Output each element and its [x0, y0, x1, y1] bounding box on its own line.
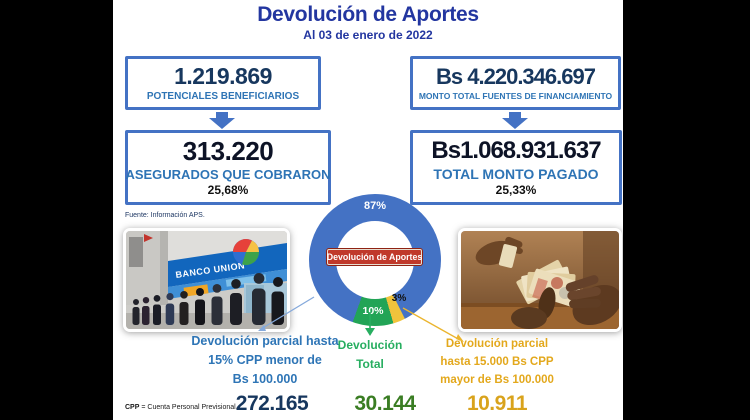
- flag-icon: [144, 234, 153, 242]
- slice-label-green: 10%: [362, 305, 384, 317]
- legend-line: 15% CPP menor de: [208, 353, 322, 367]
- down-arrow-left: [209, 112, 235, 129]
- slice-label-yellow: 3%: [391, 293, 407, 304]
- source-note: Fuente: Información APS.: [125, 212, 205, 219]
- stat-label: TOTAL MONTO PAGADO: [433, 165, 599, 182]
- total-devolucion-parcial-15: 272.165: [235, 392, 309, 415]
- bank-queue-illustration: BANCO UNION: [126, 231, 287, 329]
- page-title: Devolución de Aportes: [257, 3, 479, 26]
- stat-value: 1.219.869: [174, 62, 272, 89]
- legend-blue: Devolución parcial hasta 15% CPP menor d…: [170, 332, 360, 389]
- stat-box-financiamiento: Bs 4.220.346.697 MONTO TOTAL FUENTES DE …: [410, 56, 621, 110]
- legend-line: Total: [356, 357, 384, 371]
- total-devolucion-parcial-15000: 10.911: [466, 392, 528, 415]
- stat-percent: 25,33%: [495, 182, 537, 197]
- stat-value: 313.220: [182, 136, 274, 166]
- page-subtitle: Al 03 de enero de 2022: [303, 28, 433, 42]
- stat-box-monto-pagado: Bs1.068.931.637 TOTAL MONTO PAGADO 25,33…: [410, 130, 622, 205]
- money-hands-illustration: [461, 231, 619, 329]
- stat-label: ASEGURADOS QUE COBRARON: [125, 167, 331, 182]
- stat-label: POTENCIALES BENEFICIARIOS: [146, 90, 300, 102]
- stat-label: MONTO TOTAL FUENTES DE FINANCIAMIENTO: [418, 90, 613, 101]
- slide-content: Devolución de Aportes Al 03 de enero de …: [113, 0, 623, 420]
- cpp-footnote: CPP = Cuenta Personal Previsional.: [125, 404, 238, 411]
- photo-counting-money: [458, 228, 622, 332]
- slice-label-blue: 87%: [363, 200, 387, 212]
- total-devolucion-total: 30.144: [354, 392, 416, 415]
- legend-line: Devolución parcial: [445, 338, 549, 350]
- cpp-abbr: CPP: [125, 404, 140, 411]
- legend-yellow: Devolución parcial hasta 15.000 Bs CPP m…: [412, 335, 582, 389]
- legend-line: mayor de Bs 100.000: [440, 374, 554, 386]
- cpp-text: = Cuenta Personal Previsional.: [141, 404, 238, 411]
- legend-line: Bs 100.000: [232, 372, 298, 386]
- lower-hand: [511, 275, 619, 329]
- photo-bank-queue: BANCO UNION: [123, 228, 290, 332]
- chart-center-label: Devolución de Aportes: [327, 249, 422, 265]
- stat-value: Bs 4.220.346.697: [436, 63, 596, 89]
- legend-line: hasta 15.000 Bs CPP: [440, 356, 554, 368]
- legend-line: Devolución parcial hasta: [191, 334, 339, 348]
- stat-percent: 25,68%: [207, 183, 249, 197]
- down-arrow-right: [502, 112, 528, 129]
- stat-box-potenciales: 1.219.869 POTENCIALES BENEFICIARIOS: [125, 56, 321, 110]
- legend-green: Devolución Total: [310, 336, 430, 374]
- legend-line: Devolución: [337, 338, 403, 352]
- stat-value: Bs1.068.931.637: [431, 136, 601, 164]
- stat-box-asegurados: 313.220 ASEGURADOS QUE COBRARON 25,68%: [125, 130, 331, 205]
- bank-logo-icon: [233, 239, 260, 266]
